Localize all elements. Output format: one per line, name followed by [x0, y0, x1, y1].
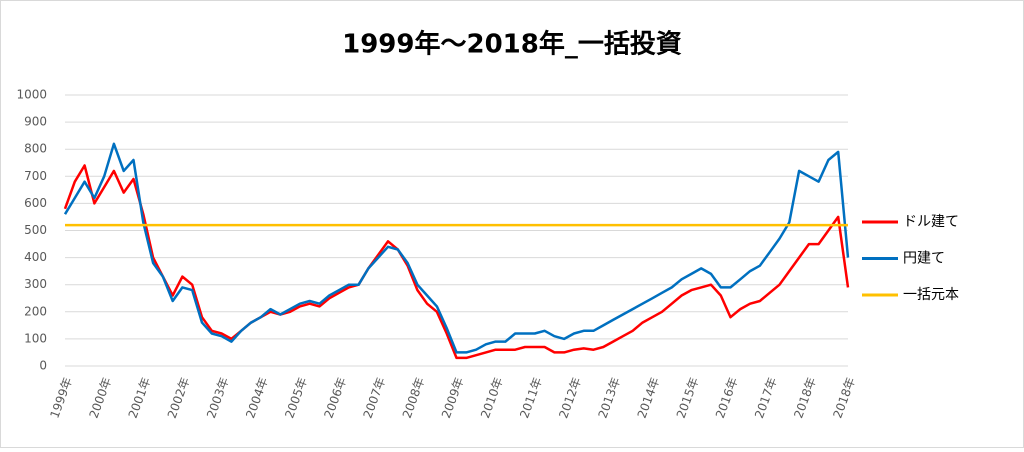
- y-tick-label: 0: [39, 359, 47, 373]
- y-tick-label: 600: [24, 196, 47, 210]
- series-line: [63, 164, 850, 360]
- y-tick-label: 100: [24, 331, 47, 345]
- y-tick-label: 700: [24, 169, 47, 183]
- y-tick-label: 500: [24, 223, 47, 237]
- chart-title: 1999年～2018年_一括投資: [342, 29, 682, 60]
- y-tick-label: 900: [24, 115, 47, 129]
- y-tick-label: 200: [24, 304, 47, 318]
- legend-label: 一括元本: [903, 287, 959, 303]
- y-tick-label: 1000: [16, 88, 47, 102]
- y-tick-label: 300: [24, 277, 47, 291]
- series-line: [63, 142, 850, 354]
- legend-label: 円建て: [903, 251, 945, 267]
- y-tick-label: 800: [24, 142, 47, 156]
- legend-label: ドル建て: [903, 214, 959, 230]
- y-tick-label: 400: [24, 250, 47, 264]
